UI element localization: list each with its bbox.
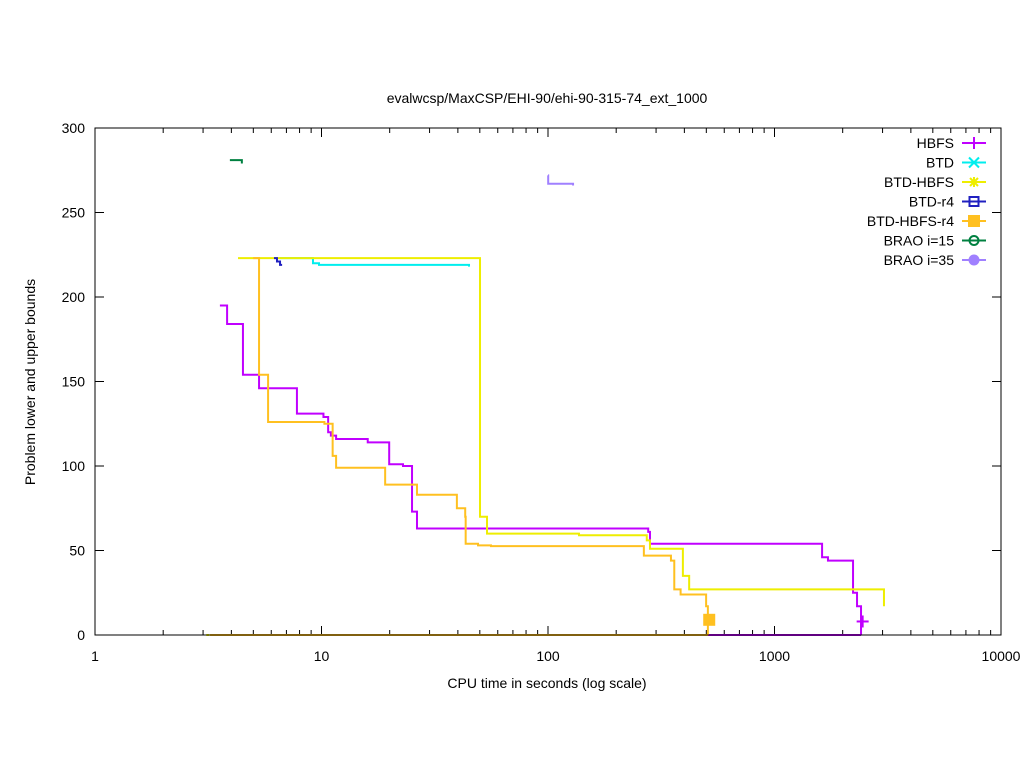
series-hbfs-upper-bound xyxy=(219,304,863,635)
x-tick-label: 1000 xyxy=(759,648,790,664)
y-tick-label: 100 xyxy=(62,458,86,474)
legend-marker-btd-hbfs xyxy=(969,177,979,187)
x-tick-label: 10000 xyxy=(982,648,1021,664)
circle-mark xyxy=(968,254,980,266)
plot-frame xyxy=(94,127,1002,636)
axis-ticks: 1 10 100 1000 10000 0 50 100 150 200 250 300 xyxy=(62,120,1021,664)
y-tick-label: 250 xyxy=(62,205,86,221)
series-btd-r4-upper-bound xyxy=(274,257,283,266)
series-btd-hbfs-r4-upper-bound xyxy=(253,257,709,635)
legend-marker-btd-hbfs-r4 xyxy=(968,215,980,227)
circle-mark xyxy=(968,235,980,246)
legend-label-btd-hbfs: BTD-HBFS xyxy=(884,174,954,190)
chart-title: evalwcsp/MaxCSP/EHI-90/ehi-90-315-74_ext… xyxy=(387,90,708,106)
square-mark xyxy=(968,215,980,227)
star-mark xyxy=(969,177,979,187)
x-tick-label: 100 xyxy=(536,648,560,664)
x-axis-label: CPU time in seconds (log scale) xyxy=(447,675,646,691)
legend-label-brao-i-35: BRAO i=35 xyxy=(884,252,955,268)
legend-marker-hbfs xyxy=(968,137,980,149)
series-btd-upper-bound xyxy=(279,257,471,267)
square-mark xyxy=(968,196,980,207)
legend-label-hbfs: HBFS xyxy=(917,135,954,151)
legend-marker-brao-i-35 xyxy=(968,254,980,266)
legend-marker-btd xyxy=(968,156,980,169)
y-tick-label: 0 xyxy=(77,627,85,643)
y-tick-label: 150 xyxy=(62,374,86,390)
legend-label-btd-hbfs-r4: BTD-HBFS-r4 xyxy=(867,213,954,229)
cross-mark xyxy=(968,156,980,169)
legend-label-btd-r4: BTD-r4 xyxy=(909,194,954,210)
y-tick-label: 200 xyxy=(62,289,86,305)
series-layer xyxy=(206,159,885,636)
legend-label-btd: BTD xyxy=(926,155,954,171)
series-btd-hbfs-upper-bound xyxy=(238,257,885,607)
series-brao-i-15-upper-bound xyxy=(229,159,243,164)
legend-marker-brao-i-15 xyxy=(968,235,980,246)
series-btd-hbfs-r4-marker xyxy=(703,613,716,626)
x-tick-label: 10 xyxy=(314,648,330,664)
y-axis-label: Problem lower and upper bounds xyxy=(22,279,38,485)
series-brao-i-35-upper-bound xyxy=(547,174,575,186)
circle-mark xyxy=(973,239,975,242)
y-tick-label: 50 xyxy=(69,543,85,559)
x-tick-label: 1 xyxy=(91,648,99,664)
y-tick-label: 300 xyxy=(62,120,86,136)
legend-label-brao-i-15: BRAO i=15 xyxy=(884,233,955,249)
square-mark xyxy=(703,613,716,626)
legend: HBFS BTD BTD-HBFS BTD-r4 BTD-HBFS-r4 BRAO i=1… xyxy=(867,135,986,268)
series-hbfs-marker xyxy=(856,615,869,628)
legend-marker-btd-r4 xyxy=(968,196,980,207)
